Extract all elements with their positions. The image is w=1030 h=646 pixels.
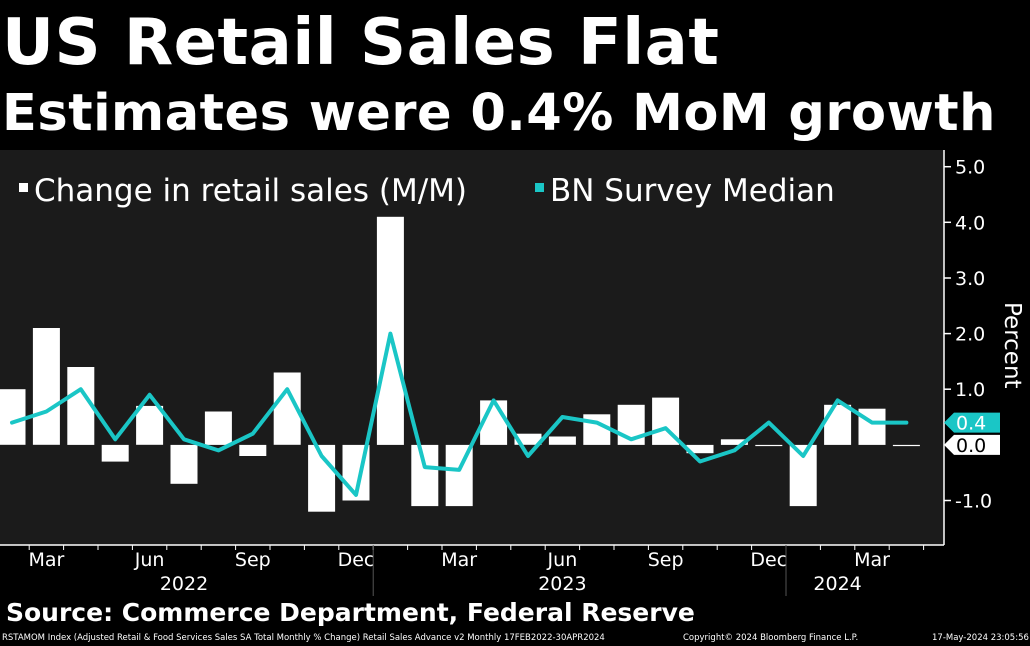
y-tick-label: 4.0 [955, 212, 985, 234]
line-point-2022-03 [45, 411, 47, 412]
bar-2023-07 [583, 414, 611, 445]
line-point-2023-03 [458, 469, 460, 471]
footer-timestamp: 17-May-2024 23:05:56 [932, 633, 1029, 643]
line-point-2022-02 [11, 422, 13, 424]
y-tick-label: 2.0 [955, 324, 985, 346]
line-point-2023-08 [630, 438, 632, 440]
bar-2023-01 [376, 216, 404, 445]
x-tick-label-year: 2024 [813, 573, 861, 595]
bar-2022-04 [67, 367, 95, 445]
x-tick-label-year: 2023 [538, 573, 586, 595]
bar-2023-12 [755, 444, 783, 447]
y-tick-label: 3.0 [955, 268, 985, 290]
x-tick-label-year: 2022 [160, 573, 208, 595]
line-point-2023-10 [699, 461, 701, 462]
x-tick-label-month: Mar [28, 549, 64, 571]
bar-2024-04 [892, 444, 920, 447]
line-point-2023-09 [665, 427, 667, 429]
x-tick-label-month: Mar [441, 549, 477, 571]
line-point-2024-03 [871, 422, 873, 424]
line-point-2022-12 [355, 494, 357, 496]
line-point-2022-07 [183, 438, 185, 440]
bar-2022-09 [239, 444, 267, 456]
x-tick-label-month: Mar [854, 549, 890, 571]
line-point-2024-04 [905, 422, 907, 424]
line-point-2022-11 [321, 455, 323, 457]
legend-label-bars: Change in retail sales (M/M) [34, 173, 467, 209]
line-point-2022-06 [149, 394, 151, 396]
last-value-label-sales: 0.0 [956, 435, 986, 457]
x-tick-label-month: Dec [750, 549, 787, 571]
line-point-2024-02 [837, 399, 839, 401]
line-point-2023-11 [733, 449, 735, 451]
footer-copyright: Copyright© 2024 Bloomberg Finance L.P. [683, 633, 859, 643]
bar-2022-03 [32, 328, 60, 445]
y-tick-label: -1.0 [955, 491, 992, 513]
line-point-2023-06 [561, 416, 563, 418]
x-tick-label-month: Dec [338, 549, 375, 571]
line-point-2023-07 [596, 422, 598, 424]
bar-2023-11 [720, 439, 748, 445]
y-tick-label: 5.0 [955, 157, 985, 179]
line-point-2022-10 [286, 388, 288, 390]
line-point-2023-01 [389, 333, 391, 335]
x-tick-label-month: Sep [235, 549, 271, 571]
bar-2023-06 [548, 436, 576, 445]
bar-2023-02 [411, 444, 439, 507]
bar-2023-10 [686, 444, 714, 454]
bar-2024-02 [824, 404, 852, 445]
legend-label-line: BN Survey Median [550, 173, 835, 209]
legend-swatch-line [535, 183, 544, 192]
footer-ticker-description: RSTAMOM Index (Adjusted Retail & Food Se… [2, 633, 605, 643]
line-point-2022-08 [217, 449, 219, 451]
chart-title: US Retail Sales Flat [2, 6, 720, 80]
last-value-label-median: 0.4 [956, 413, 986, 435]
line-point-2022-09 [252, 433, 254, 435]
line-point-2022-04 [80, 388, 82, 390]
bar-2023-05 [514, 433, 542, 445]
bar-2022-07 [170, 444, 198, 484]
x-axis-area [0, 545, 944, 596]
bar-2022-08 [204, 411, 232, 445]
last-value-tag-median [944, 412, 1000, 433]
line-point-2022-05 [114, 438, 116, 440]
line-point-2024-01 [802, 455, 804, 457]
bar-2022-05 [101, 444, 129, 462]
legend-swatch-bars [19, 183, 28, 192]
chart-subtitle: Estimates were 0.4% MoM growth [2, 84, 996, 143]
x-tick-label-month: Jun [547, 549, 578, 571]
line-point-2023-02 [424, 466, 426, 468]
y-tick-label: 1.0 [955, 379, 985, 401]
bar-2022-02 [0, 389, 26, 445]
last-value-tag-sales [944, 434, 1000, 455]
line-point-2023-05 [527, 455, 529, 457]
line-point-2023-12 [768, 422, 770, 424]
bar-2022-06 [136, 405, 164, 445]
retail-sales-chart: 5.0 4.0 3.0 2.0 1.0 -1.0 Percent 0.40.0 Mar Jun S… [0, 150, 1025, 596]
source-note: Source: Commerce Department, Federal Res… [6, 598, 695, 627]
x-tick-label-month: Sep [648, 549, 684, 571]
line-point-2023-04 [493, 399, 495, 401]
x-tick-label-month: Jun [134, 549, 165, 571]
y-axis-title: Percent [999, 302, 1025, 389]
